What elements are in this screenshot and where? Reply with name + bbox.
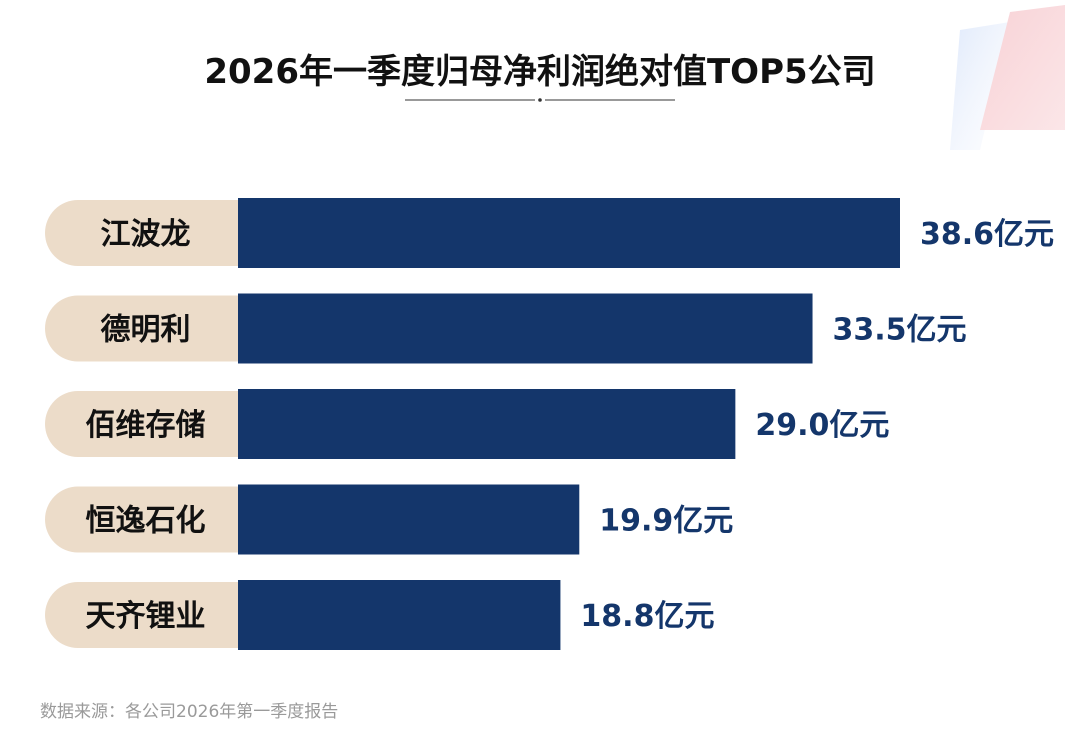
value-label: 18.8亿元 (580, 599, 714, 634)
data-source-note: 数据来源：各公司2026年第一季度报告 (40, 702, 339, 722)
bar (238, 389, 736, 459)
category-label: 佰维存储 (86, 408, 206, 443)
chart-title: 2026年一季度归母净利润绝对值TOP5公司 (204, 52, 876, 92)
category-label: 江波龙 (101, 217, 191, 252)
bar (238, 484, 580, 555)
value-label: 33.5亿元 (833, 313, 967, 348)
category-label: 德明利 (101, 313, 191, 348)
bar (238, 198, 900, 268)
value-label: 38.6亿元 (920, 217, 1054, 252)
title-divider (405, 98, 675, 102)
bar (238, 580, 561, 650)
category-label: 恒逸石化 (86, 504, 206, 539)
value-label: 29.0亿元 (755, 408, 889, 443)
value-label: 19.9亿元 (599, 504, 733, 539)
bar (238, 293, 813, 364)
corner-decoration-icon (950, 5, 1065, 150)
category-label: 天齐锂业 (86, 599, 206, 634)
